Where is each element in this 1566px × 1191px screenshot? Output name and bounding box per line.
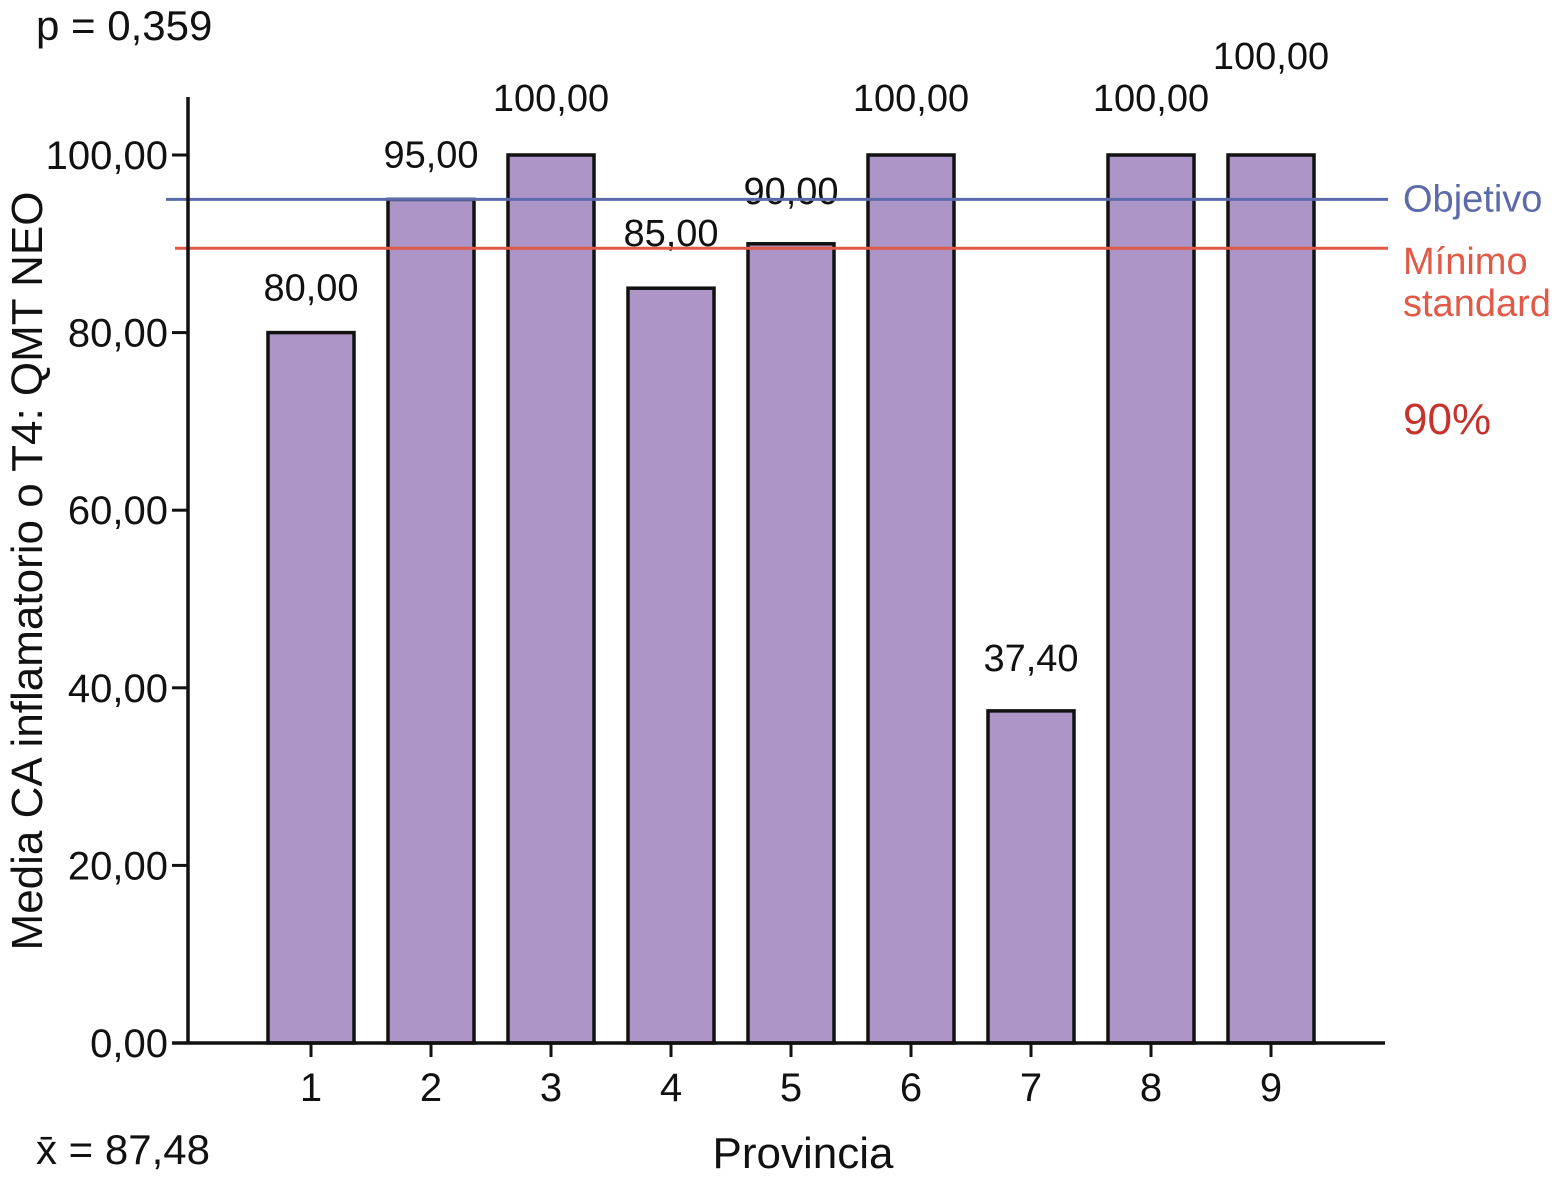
bar-2 — [386, 197, 476, 1045]
y-axis-label: Media CA inflamatorio o T4: QMT NEO — [3, 192, 52, 951]
x-axis-label: Provincia — [713, 1129, 894, 1178]
x-tick-label-9: 9 — [1260, 1066, 1282, 1110]
y-tick-label-1: 20,00 — [68, 844, 168, 888]
x-tick-label-2: 2 — [420, 1066, 442, 1110]
x-ticks-group: 1 2 3 4 5 6 7 8 9 — [300, 1043, 1282, 1110]
axes-group — [172, 97, 1385, 1045]
y-ticks-group: 0,00 20,00 40,00 60,00 80,00 100,00 — [46, 134, 188, 1066]
mean-text: x̄ = 87,48 — [36, 1126, 210, 1173]
bar-4 — [626, 286, 716, 1045]
bar-5 — [746, 242, 836, 1045]
reference-label-m-nimo-standard-line2: standard — [1403, 283, 1551, 325]
bars-group — [266, 153, 1316, 1045]
bar-6 — [866, 153, 956, 1045]
x-tick-label-1: 1 — [300, 1066, 322, 1110]
y-tick-label-3: 60,00 — [68, 489, 168, 533]
bar-1 — [266, 330, 356, 1045]
p-value-text: p = 0,359 — [36, 2, 213, 49]
y-tick-label-0: 0,00 — [90, 1022, 168, 1066]
value-label-3: 100,00 — [493, 78, 609, 120]
value-label-7: 37,40 — [983, 638, 1078, 680]
value-label-6: 100,00 — [853, 78, 969, 120]
value-labels-group: 80,0095,00100,0085,0090,00100,0037,40100… — [263, 36, 1329, 680]
y-tick-label-4: 80,00 — [68, 312, 168, 356]
reference-label-objetivo: Objetivo — [1403, 178, 1542, 220]
bar-9 — [1226, 153, 1316, 1045]
value-label-5: 90,00 — [743, 171, 838, 213]
y-tick-label-2: 40,00 — [68, 667, 168, 711]
bar-8 — [1106, 153, 1196, 1045]
y-tick-label-5: 100,00 — [46, 134, 168, 178]
value-label-9: 100,00 — [1213, 36, 1329, 78]
x-tick-label-4: 4 — [660, 1066, 682, 1110]
bar-7 — [986, 709, 1076, 1045]
value-label-1: 80,00 — [263, 268, 358, 310]
x-tick-label-8: 8 — [1140, 1066, 1162, 1110]
x-tick-label-6: 6 — [900, 1066, 922, 1110]
value-label-8: 100,00 — [1093, 78, 1209, 120]
x-tick-label-3: 3 — [540, 1066, 562, 1110]
reference-label-m-nimo-standard-line1: Mínimo — [1403, 241, 1528, 283]
reference-sublabel-m-nimo-standard: 90% — [1403, 395, 1491, 444]
x-tick-label-7: 7 — [1020, 1066, 1042, 1110]
value-label-2: 95,00 — [383, 134, 478, 176]
x-tick-label-5: 5 — [780, 1066, 802, 1110]
bar-3 — [506, 153, 596, 1045]
